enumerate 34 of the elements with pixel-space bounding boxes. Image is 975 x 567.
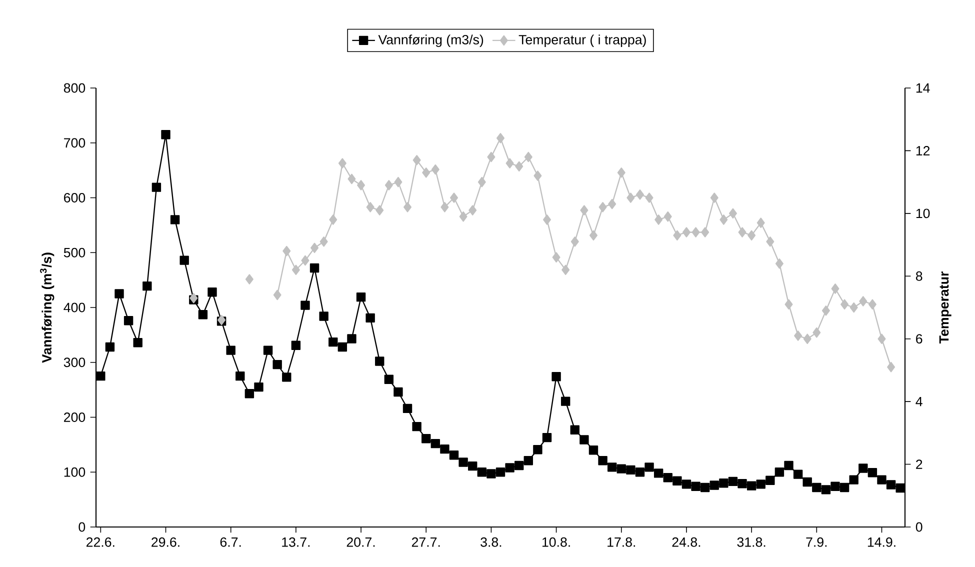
- legend-label: Vannføring (m3/s): [378, 34, 484, 48]
- legend-label: Temperatur ( i trappa): [518, 34, 646, 48]
- x-tick-label: 20.7.: [346, 537, 375, 547]
- x-tick-label: 29.6.: [152, 537, 180, 547]
- y2-tick-label: 14: [916, 83, 930, 93]
- x-tick-label: 24.8.: [672, 537, 700, 547]
- y-tick-label: 200: [64, 412, 86, 422]
- y-tick-label: 600: [64, 193, 86, 202]
- x-tick-label: 27.7.: [412, 537, 440, 547]
- y-tick-label: 500: [64, 248, 86, 258]
- x-tick-label: 14.9.: [868, 537, 896, 547]
- y-tick-label: 400: [64, 302, 86, 312]
- x-tick-label: 3.8.: [480, 537, 502, 547]
- y2-axis-title: Temperatur: [939, 272, 952, 344]
- y-tick-label: 300: [64, 358, 86, 368]
- y-tick-label: 0: [78, 522, 86, 532]
- x-tick-label: 13.7.: [282, 537, 310, 547]
- x-tick-label: 17.8.: [608, 537, 635, 547]
- y-tick-label: 800: [64, 83, 86, 93]
- y2-tick-label: 6: [916, 334, 922, 344]
- y2-tick-label: 10: [916, 208, 930, 218]
- y2-tick-label: 4: [916, 396, 922, 406]
- y2-tick-label: 12: [916, 146, 930, 156]
- x-tick-label: 22.6.: [86, 537, 114, 547]
- x-tick-label: 31.8.: [737, 537, 766, 547]
- x-tick-label: 6.7.: [220, 537, 241, 547]
- y2-tick-label: 2: [916, 460, 922, 469]
- y-axis-title: Vannføring (m$^{3}$/s): [40, 252, 54, 363]
- y2-tick-label: 0: [916, 522, 922, 532]
- y2-tick-label: 8: [916, 271, 922, 281]
- x-tick-label: 7.9.: [806, 537, 827, 547]
- x-tick-label: 10.8.: [542, 537, 570, 547]
- y-tick-label: 700: [64, 138, 86, 148]
- y-tick-label: 100: [64, 467, 86, 477]
